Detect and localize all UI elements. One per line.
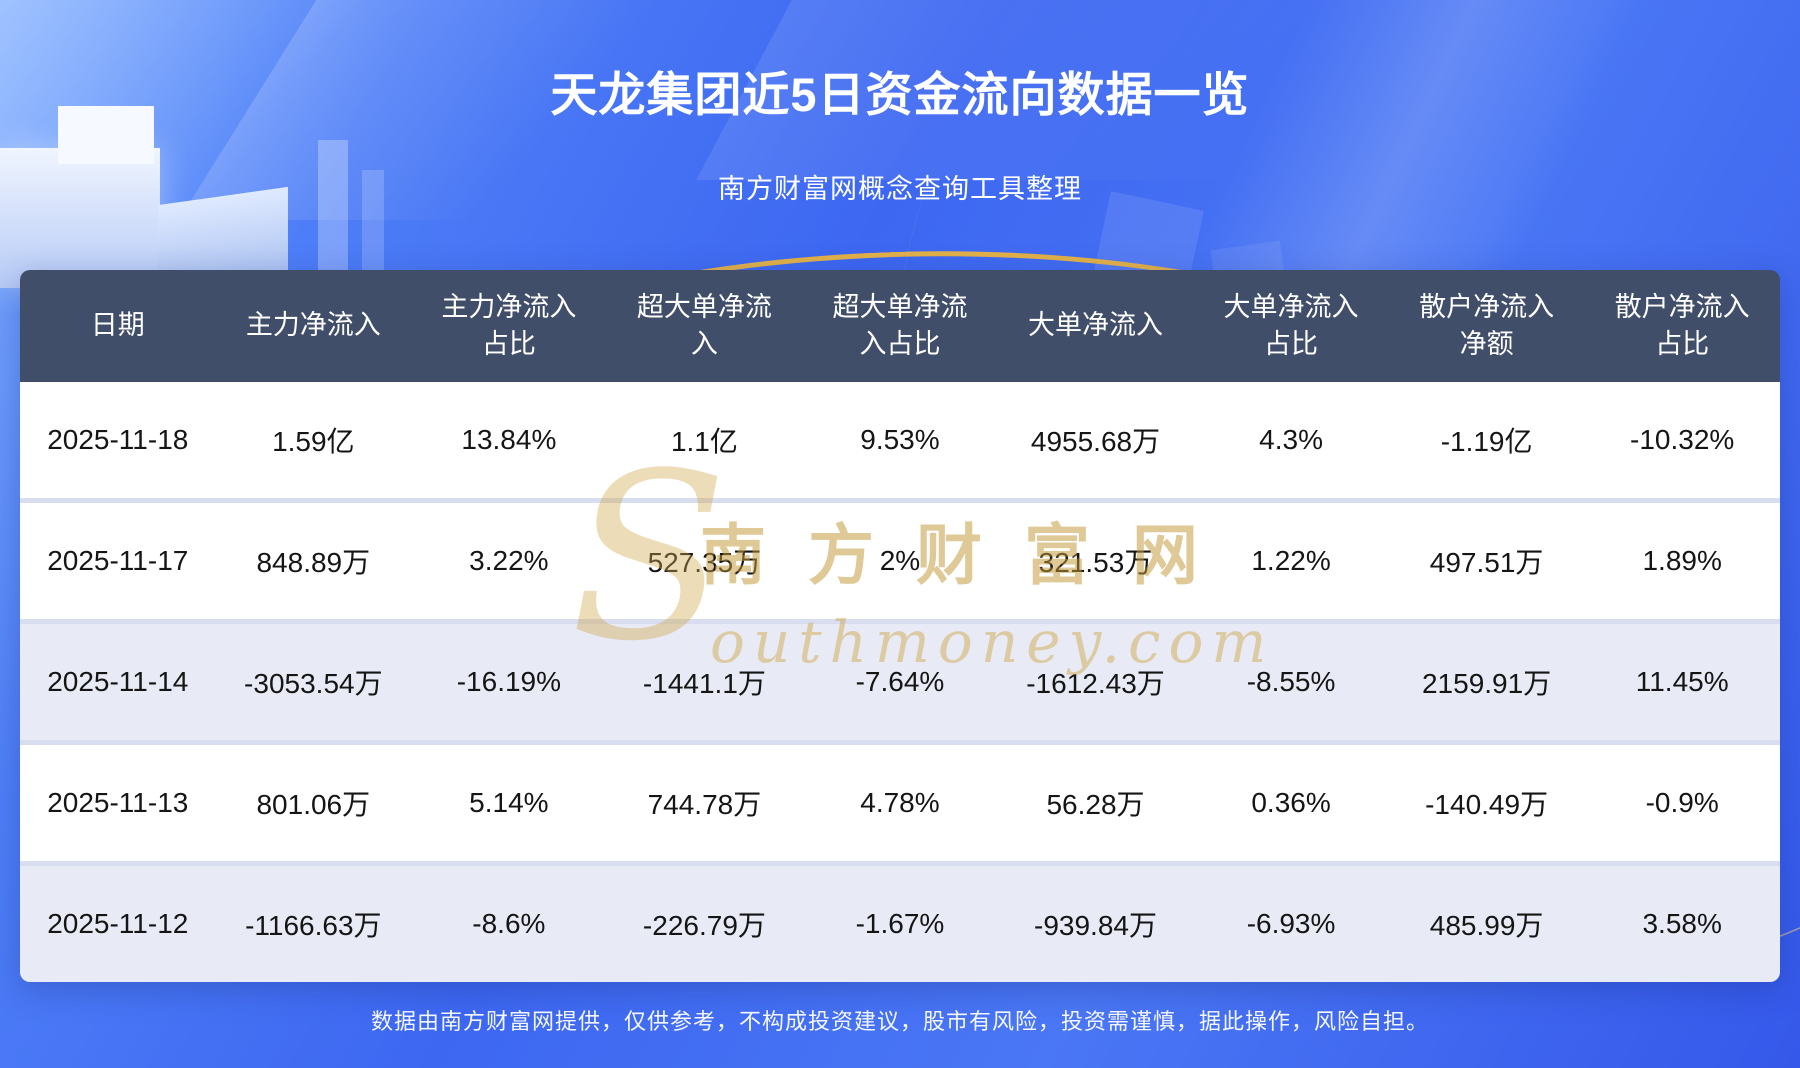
column-header: 日期	[20, 270, 216, 382]
column-header: 散户净流入占比	[1584, 270, 1780, 382]
table-cell: 2025-11-13	[47, 787, 189, 818]
table-cell: 497.51万	[1429, 547, 1544, 578]
table-cell: 485.99万	[1429, 910, 1544, 941]
table-row: 2025-11-18 1.59亿 13.84% 1.1亿 9.53% 4955.68万 4.…	[20, 382, 1780, 501]
column-header: 主力净流入	[215, 270, 412, 382]
table-cell: -1441.1万	[642, 668, 766, 699]
table-cell: 5.14%	[469, 787, 549, 818]
table-cell: 2025-11-17	[47, 545, 189, 576]
table-cell: 11.45%	[1635, 666, 1729, 697]
column-header: 大单净流入	[997, 270, 1194, 382]
column-header: 超大单净流入占比	[802, 270, 998, 382]
table-cell: 1.22%	[1251, 545, 1331, 576]
table-cell: 4955.68万	[1030, 426, 1161, 457]
column-header: 主力净流入占比	[411, 270, 607, 382]
table-row: 2025-11-12 -1166.63万 -8.6% -226.79万 -1.67% -9…	[20, 863, 1780, 982]
table-cell: 13.84%	[461, 424, 557, 455]
table-cell: 1.1亿	[670, 426, 738, 457]
table-cell: 1.89%	[1642, 545, 1722, 576]
column-header: 大单净流入占比	[1193, 270, 1389, 382]
table-row: 2025-11-14 -3053.54万 -16.19% -1441.1万 -7.64%…	[20, 621, 1780, 743]
table-cell: 2025-11-14	[47, 666, 189, 697]
table-cell: -939.84万	[1034, 910, 1157, 941]
table-cell: 744.78万	[647, 789, 762, 820]
table-cell: 321.53万	[1038, 547, 1153, 578]
table-cell: -10.32%	[1630, 424, 1735, 455]
table-cell: 2159.91万	[1421, 668, 1552, 699]
table-cell: -8.6%	[472, 908, 546, 939]
table-header-row: 日期 主力净流入 主力净流入占比 超大单净流入 超大单净流入占比 大单净流入 大单净流入占比…	[20, 270, 1780, 382]
page-subtitle: 南方财富网概念查询工具整理	[718, 174, 1082, 204]
table-cell: -1.19亿	[1440, 426, 1533, 457]
table-cell: -8.55%	[1246, 666, 1336, 697]
table-cell: 527.35万	[647, 547, 762, 578]
table-cell: -3053.54万	[244, 668, 383, 699]
table-row: 2025-11-13 801.06万 5.14% 744.78万 4.78% 56.28万…	[20, 742, 1780, 864]
table-cell: -0.9%	[1645, 787, 1719, 818]
table-cell: 4.3%	[1259, 424, 1323, 455]
fund-flow-table: 日期 主力净流入 主力净流入占比 超大单净流入 超大单净流入占比 大单净流入 大单净流入占比…	[20, 270, 1780, 982]
table-cell: 0.36%	[1251, 787, 1331, 818]
column-header: 散户净流入净额	[1388, 270, 1585, 382]
table-cell: 2%	[879, 545, 921, 576]
table-cell: 9.53%	[860, 424, 940, 455]
table-cell: 4.78%	[860, 787, 940, 818]
table-row: 2025-11-17 848.89万 3.22% 527.35万 2% 321.53万 1.…	[20, 500, 1780, 622]
table-cell: -16.19%	[456, 666, 562, 697]
table-cell: 2025-11-18	[47, 424, 189, 455]
table-cell: -1166.63万	[245, 910, 382, 941]
page-title: 天龙集团近5日资金流向数据一览	[550, 68, 1250, 121]
table-cell: 56.28万	[1046, 789, 1145, 820]
table-cell: 801.06万	[256, 789, 371, 820]
table-cell: 3.22%	[469, 545, 549, 576]
table-cell: -6.93%	[1246, 908, 1336, 939]
table-cell: -7.64%	[855, 666, 945, 697]
table-cell: 1.59亿	[272, 426, 355, 457]
table-cell: -1612.43万	[1026, 668, 1165, 699]
table-cell: 2025-11-12	[47, 908, 189, 939]
table-cell: 3.58%	[1642, 908, 1722, 939]
fund-flow-table-grid: 日期 主力净流入 主力净流入占比 超大单净流入 超大单净流入占比 大单净流入 大单净流入占比…	[20, 270, 1780, 982]
column-header: 超大单净流入	[606, 270, 803, 382]
table-cell: -226.79万	[642, 910, 766, 941]
table-cell: -1.67%	[855, 908, 945, 939]
table-cell: 848.89万	[256, 547, 371, 578]
disclaimer-text: 数据由南方财富网提供，仅供参考，不构成投资建议，股市有风险，投资需谨慎，据此操作…	[370, 1009, 1429, 1034]
table-cell: -140.49万	[1425, 789, 1549, 820]
